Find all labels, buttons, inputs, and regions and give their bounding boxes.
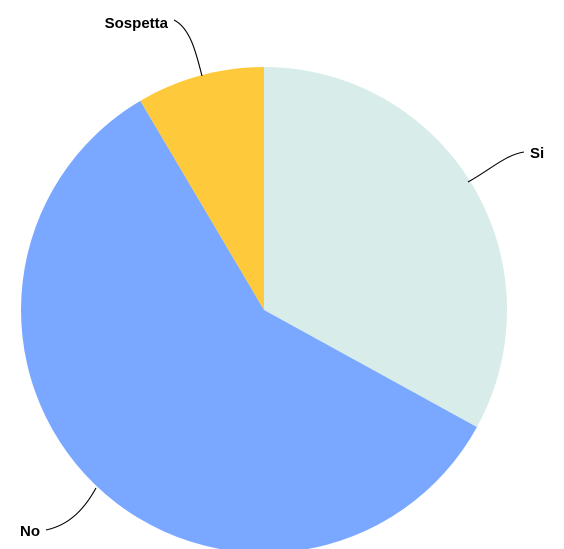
slice-label-sospetta: Sospetta — [105, 15, 169, 32]
leader-line-sospetta — [173, 19, 203, 77]
pie-slice-no — [21, 100, 477, 549]
leader-line-no — [45, 487, 97, 531]
leader-line-si — [467, 151, 525, 183]
slice-label-no: No — [20, 523, 40, 540]
pie-slice-si — [264, 67, 507, 428]
slice-label-si: Si — [530, 145, 544, 162]
slice-labels: Sospetta Si No — [20, 15, 544, 540]
leader-lines — [45, 19, 525, 531]
pie-slices — [21, 67, 507, 549]
pie-slice-sospetta — [140, 67, 264, 310]
